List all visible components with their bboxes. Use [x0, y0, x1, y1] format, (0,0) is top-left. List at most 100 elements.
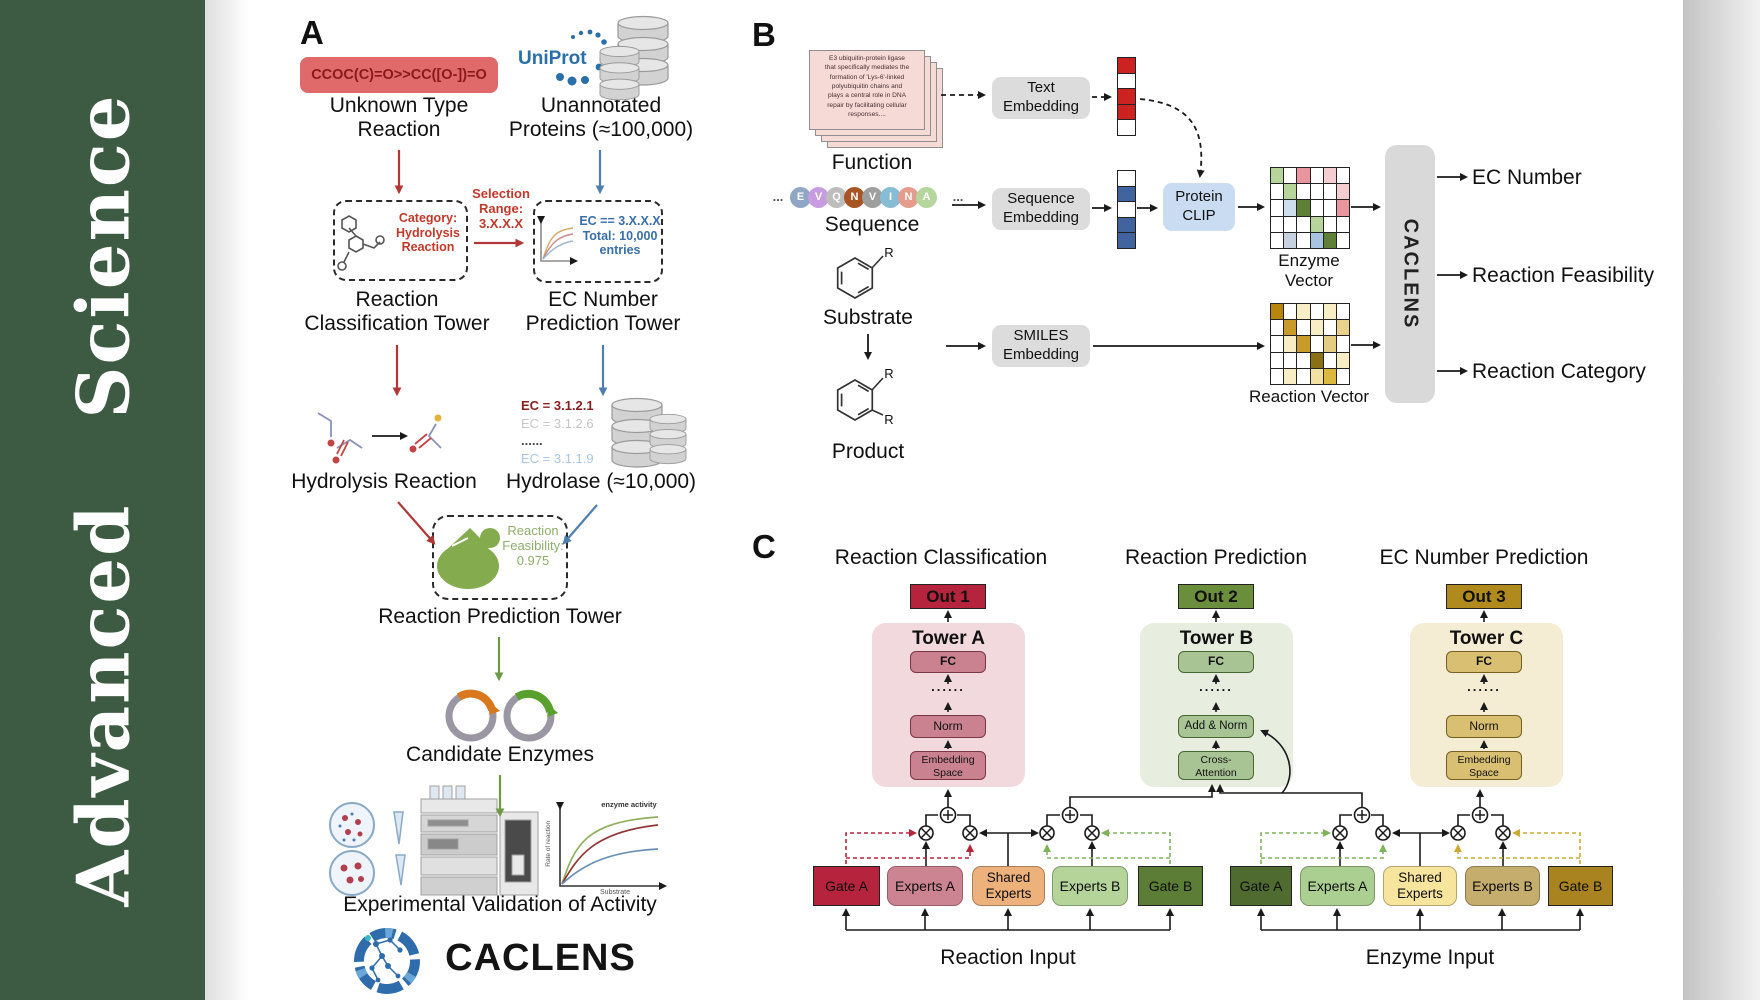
database-stack-icon-mid: [612, 399, 686, 468]
multiply-node-icon: [918, 825, 934, 841]
tower-b-add-norm: Add & Norm: [1178, 715, 1254, 738]
feasibility-text: Reaction Feasibility: 0.975: [502, 523, 564, 569]
journal-name: Advanced Science: [60, 93, 145, 907]
unknown-type-reaction-label: Unknown Type Reaction: [329, 94, 469, 142]
category-hydrolysis-text: Category: Hydrolysis Reaction: [396, 211, 460, 254]
product-r2-label: R: [884, 412, 894, 427]
tower-c-embedding-space: Embedding Space: [1446, 751, 1522, 780]
smiles-embedding-box: SMILES Embedding: [992, 325, 1090, 367]
reaction-shared-experts: Shared Experts: [972, 866, 1045, 906]
panel-a-label: A: [300, 14, 324, 51]
enzyme-input-label: Enzyme Input: [1365, 946, 1495, 969]
sequence-label: Sequence: [824, 213, 920, 236]
tower-b-dots: ......: [1199, 679, 1233, 694]
add-node-icon: [1061, 806, 1079, 824]
add-node-icon: [1353, 806, 1371, 824]
enzyme-vector-label: Enzyme Vector: [1278, 251, 1340, 290]
tower-a-name: Tower A: [912, 628, 985, 649]
out3-box: Out 3: [1446, 584, 1522, 609]
enzyme-gate-a: Gate A: [1230, 866, 1292, 906]
caclens-logo-icon: [354, 928, 420, 994]
reaction-experts-a: Experts A: [887, 866, 963, 906]
reaction-vector-matrix: [1270, 303, 1350, 385]
hydrolase-label: Hydrolase (≈10,000): [505, 470, 697, 493]
header-reaction-prediction: Reaction Prediction: [1124, 546, 1308, 569]
multiply-node-icon: [962, 825, 978, 841]
multiply-node-icon: [1332, 825, 1348, 841]
caclens-bar-text: CACLENS: [1399, 218, 1422, 330]
smiles-reaction-box: CCOC(C)=O>>CC([O-])=O: [300, 57, 498, 93]
tower-b-name: Tower B: [1179, 628, 1254, 649]
reaction-classification-tower-label: Reaction Classification Tower: [304, 288, 490, 336]
text-embedding-vector: [1117, 57, 1136, 136]
experimental-validation-label: Experimental Validation of Activity: [343, 893, 657, 916]
product-label: Product: [831, 440, 905, 463]
reaction-input-label: Reaction Input: [940, 946, 1076, 969]
multiply-node-icon: [1495, 825, 1511, 841]
selection-range-text: Selection Range: 3.X.X.X: [472, 186, 530, 232]
hydrolysis-reaction-label: Hydrolysis Reaction: [291, 470, 477, 493]
function-label: Function: [831, 151, 913, 174]
candidate-enzymes-label: Candidate Enzymes: [406, 743, 594, 766]
header-reaction-classification: Reaction Classification: [834, 546, 1048, 569]
smiles-reaction-text: CCOC(C)=O>>CC([O-])=O: [311, 67, 487, 83]
tower-a-dots: ......: [931, 679, 965, 694]
tower-b-cross-attention: Cross- Attention: [1178, 751, 1254, 780]
tower-c-norm: Norm: [1446, 715, 1522, 738]
plasmid-icon: [445, 689, 558, 742]
reaction-gate-b: Gate B: [1138, 866, 1203, 906]
function-card-text: E3 ubiquitin-protein ligase that specifi…: [824, 55, 910, 119]
text-embedding-box: Text Embedding: [992, 77, 1090, 119]
reaction-category-dashed-box: [333, 200, 468, 281]
gate-feedback-dashed: [845, 829, 1581, 864]
sequence-embedding-vector: [1117, 170, 1136, 249]
multiply-node-icon: [1084, 825, 1100, 841]
tower-a-embedding-space: Embedding Space: [910, 751, 986, 780]
tower-c-fc: FC: [1446, 651, 1522, 673]
reaction-vector-label: Reaction Vector: [1248, 387, 1369, 406]
multiply-node-icon: [1375, 825, 1391, 841]
product-r1-label: R: [884, 366, 894, 381]
reaction-experts-b: Experts B: [1052, 866, 1128, 906]
activity-plot-icon: [556, 802, 667, 890]
page-left-shadow: [205, 0, 249, 1000]
enzyme-gate-b: Gate B: [1548, 866, 1613, 906]
uniprot-logo-text: UniProt: [518, 48, 587, 69]
protein-clip-box: Protein CLIP: [1163, 183, 1235, 231]
caclens-model-bar: CACLENS: [1385, 145, 1435, 403]
sequence-ellipsis-right: ...: [952, 189, 964, 204]
header-ec-number-prediction: EC Number Prediction: [1379, 546, 1589, 569]
out1-box: Out 1: [910, 584, 986, 609]
output-reaction-category: Reaction Category: [1472, 360, 1646, 383]
sequence-ellipsis-left: ...: [772, 189, 784, 204]
multiply-node-icon: [1039, 825, 1055, 841]
substrate-benzene-icon: [836, 257, 874, 299]
plot-y-axis-label: Rate of reaction: [545, 820, 553, 867]
tower-a-fc: FC: [910, 651, 986, 673]
output-ec-number: EC Number: [1472, 166, 1582, 189]
product-benzene-icon: [836, 379, 874, 421]
tower-c-name: Tower C: [1449, 628, 1524, 649]
add-node-icon: [939, 806, 957, 824]
benzene-r-bonds: [871, 255, 884, 416]
enzyme-blob-label: Enzyme: [451, 563, 486, 573]
panel-c-label: C: [752, 528, 776, 565]
panel-b-label: B: [752, 16, 776, 53]
enzyme-experts-a: Experts A: [1300, 866, 1375, 906]
feasibility-dashed-box: [432, 515, 568, 600]
multiply-node-icon: [1450, 825, 1466, 841]
tower-b-fc: FC: [1178, 651, 1254, 673]
out2-box: Out 2: [1178, 584, 1254, 609]
hydrolysis-molecules-icon: [317, 412, 442, 464]
hplc-instrument-icon: [420, 785, 539, 896]
enzyme-shared-experts: Shared Experts: [1383, 866, 1457, 906]
substrate-label: Substrate: [823, 306, 913, 329]
ec-filter-dashed-box: [533, 200, 663, 283]
sequence-embedding-box: Sequence Embedding: [992, 188, 1090, 230]
unannotated-proteins-label: Unannotated Proteins (≈100,000): [508, 94, 694, 142]
reaction-prediction-tower-label: Reaction Prediction Tower: [378, 605, 622, 628]
panel-b-arrows: [864, 91, 1468, 375]
